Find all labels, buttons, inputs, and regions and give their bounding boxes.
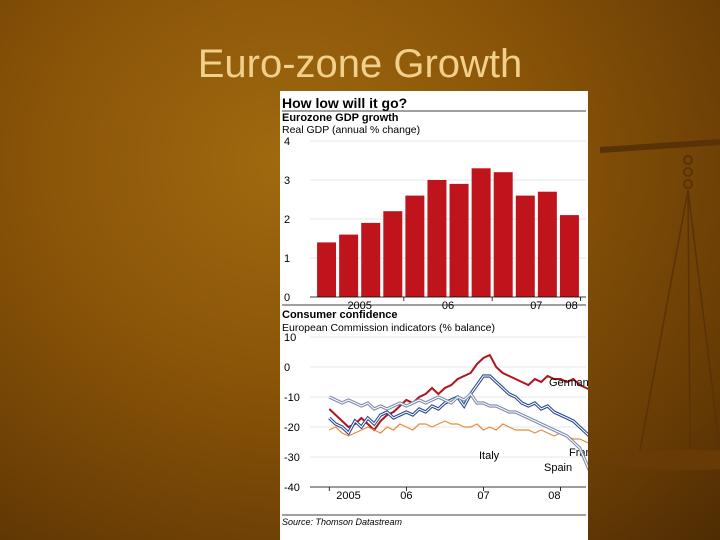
gdp-bar bbox=[493, 172, 513, 297]
gdp-x-tick-label: 2005 bbox=[347, 300, 371, 312]
gdp-bar bbox=[427, 180, 447, 297]
gdp-bar-chart: 0 1 2 3 4 2005 06 07 08 bbox=[284, 136, 586, 312]
conf-y-tick: -20 bbox=[284, 422, 300, 434]
conf-y-tick: 0 bbox=[284, 362, 290, 374]
gdp-y-tick: 4 bbox=[284, 136, 290, 148]
confidence-line-chart: 100-10-20-30-402005060708GermanyFranceIt… bbox=[284, 332, 588, 502]
gdp-bar bbox=[339, 234, 359, 297]
balance-scale-icon bbox=[600, 139, 720, 470]
gdp-x-tick-label: 07 bbox=[530, 300, 542, 312]
series-line-france bbox=[328, 375, 588, 436]
confidence-chart-subtitle: European Commission indicators (% balanc… bbox=[282, 322, 495, 334]
gdp-bar bbox=[449, 183, 469, 297]
gdp-bar bbox=[471, 168, 491, 297]
series-line-spain bbox=[329, 393, 588, 469]
gdp-bar bbox=[361, 222, 381, 297]
gdp-y-tick: 3 bbox=[284, 175, 290, 187]
gdp-y-tick: 2 bbox=[284, 214, 290, 226]
series-label-spain: Spain bbox=[544, 462, 572, 474]
gdp-bar bbox=[515, 195, 535, 297]
series-label-italy: Italy bbox=[479, 450, 500, 462]
conf-y-tick: -10 bbox=[284, 392, 300, 404]
confidence-chart-title: Consumer confidence bbox=[282, 309, 398, 321]
gdp-x-tick-label: 08 bbox=[566, 300, 578, 312]
gdp-bar bbox=[405, 195, 425, 297]
gdp-x-tick-label: 06 bbox=[442, 300, 454, 312]
conf-x-tick-label: 2005 bbox=[336, 490, 360, 502]
figure-canvas: How low will it go? Eurozone GDP growth … bbox=[282, 95, 588, 527]
gdp-bar bbox=[559, 215, 579, 297]
gdp-y-tick: 1 bbox=[284, 253, 290, 265]
series-label-germany: Germany bbox=[549, 377, 588, 389]
series-line-italy bbox=[329, 420, 588, 444]
conf-x-tick-label: 07 bbox=[477, 490, 489, 502]
figure-panel: How low will it go? Eurozone GDP growth … bbox=[280, 91, 588, 540]
gdp-bar bbox=[537, 191, 557, 297]
gdp-chart-title: Eurozone GDP growth bbox=[282, 112, 399, 124]
conf-y-tick: 10 bbox=[284, 332, 296, 344]
gdp-bar bbox=[383, 211, 403, 297]
gdp-y-tick: 0 bbox=[284, 292, 290, 304]
conf-y-tick: -30 bbox=[284, 452, 300, 464]
figure-title: How low will it go? bbox=[282, 95, 407, 111]
conf-x-tick-label: 08 bbox=[548, 490, 560, 502]
source-note: Source: Thomson Datastream bbox=[282, 517, 403, 527]
gdp-chart-subtitle: Real GDP (annual % change) bbox=[282, 124, 420, 136]
gdp-bar bbox=[317, 242, 337, 297]
conf-y-tick: -40 bbox=[284, 482, 300, 494]
slide-title: Euro-zone Growth bbox=[197, 42, 523, 86]
conf-x-tick-label: 06 bbox=[400, 490, 412, 502]
